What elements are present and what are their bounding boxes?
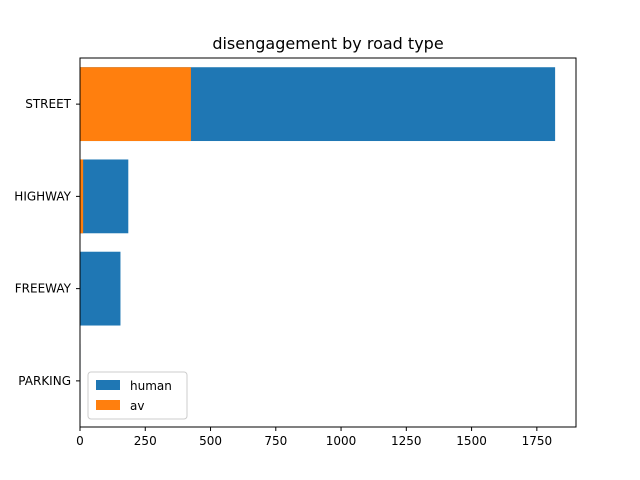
x-tick-label: 0	[76, 434, 84, 448]
y-tick-label: HIGHWAY	[14, 189, 71, 203]
bar-human-freeway	[80, 251, 121, 326]
legend-swatch-av	[96, 400, 120, 410]
legend-label-human: human	[130, 379, 172, 393]
x-axis: 0 250 500 750 1000 1250 1500 1750	[76, 427, 552, 448]
x-tick-label: 1500	[456, 434, 487, 448]
chart-title: disengagement by road type	[212, 34, 443, 53]
x-tick-label: 250	[134, 434, 157, 448]
bar-av-street	[80, 67, 191, 142]
y-tick-label: PARKING	[18, 374, 71, 388]
legend: human av	[87, 371, 188, 420]
y-tick-label: FREEWAY	[15, 282, 72, 296]
x-tick-label: 1250	[391, 434, 422, 448]
plot-frame	[79, 57, 577, 428]
bar-av-highway	[80, 159, 84, 234]
x-tick-label: 1750	[522, 434, 553, 448]
y-axis: STREET HIGHWAY FREEWAY PARKING	[14, 97, 80, 388]
x-tick-label: 1000	[326, 434, 357, 448]
x-tick-label: 500	[199, 434, 222, 448]
legend-swatch-human	[96, 380, 120, 390]
plot-bars	[80, 67, 556, 418]
legend-label-av: av	[130, 399, 144, 413]
x-tick-label: 750	[264, 434, 287, 448]
y-tick-label: STREET	[25, 97, 71, 111]
bar-human-highway	[80, 159, 129, 234]
